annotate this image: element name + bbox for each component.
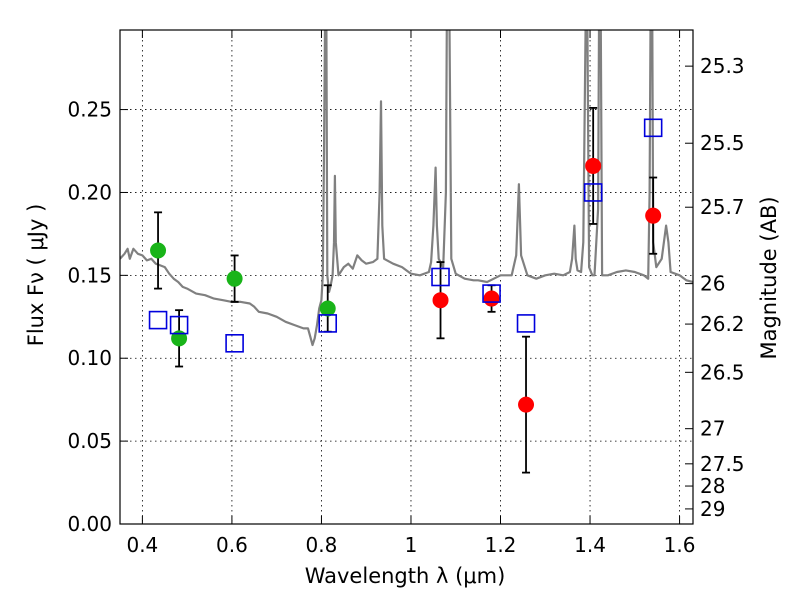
- model-square-marker: [583, 183, 603, 202]
- magnitude-tick-label: 29: [700, 497, 725, 521]
- x-tick-label: 0.4: [126, 533, 158, 557]
- magnitude-tick-label: 25.5: [700, 131, 745, 155]
- y-tick-label: 0.20: [67, 180, 112, 204]
- model-square-marker: [169, 315, 189, 335]
- optical-data-point: [150, 242, 167, 259]
- magnitude-tick-label: 26.5: [700, 360, 745, 384]
- tick-marks: [120, 30, 693, 525]
- error-bars: [154, 107, 658, 474]
- magnitude-tick-label: 25.7: [700, 195, 745, 219]
- model-square-marker: [643, 118, 663, 138]
- model-square-marker: [431, 267, 450, 287]
- optical-data-point: [226, 270, 243, 287]
- x-tick-label: 1.2: [485, 533, 517, 557]
- ir-data-point: [432, 292, 449, 309]
- ir-data-point: [483, 290, 500, 307]
- x-tick-label: 0.8: [306, 533, 338, 557]
- magnitude-tick-label: 28: [700, 474, 725, 498]
- magnitude-tick-label: 25.3: [700, 54, 745, 78]
- model-square-marker: [318, 314, 338, 333]
- optical-data-point: [171, 330, 188, 347]
- x-tick-label: 1.4: [574, 533, 606, 557]
- y-tick-label: 0.00: [67, 512, 112, 536]
- ir-data-point: [645, 207, 662, 224]
- y-tick-label: 0.25: [67, 98, 112, 122]
- model-square-marker: [225, 334, 244, 353]
- y-axis-label: Flux Fν ( μJy ): [24, 204, 48, 347]
- magnitude-tick-label: 26.2: [700, 312, 745, 336]
- ir-data-point: [585, 157, 602, 174]
- ir-data-point: [518, 396, 535, 413]
- y-tick-label: 0.10: [67, 346, 112, 370]
- data-markers: [148, 118, 663, 413]
- tick-labels: 0.4 0.6 0.8 1 1.2 1.4 1.6 0.00 0.05 0.10 0.15 0.20 0…: [67, 54, 744, 557]
- model-square-marker: [516, 314, 536, 333]
- grid: [120, 30, 693, 525]
- model-square-marker: [148, 310, 168, 330]
- magnitude-tick-label: 26: [700, 272, 725, 296]
- spectrum-line: [120, 30, 693, 347]
- x-axis-label: Wavelength λ (μm): [305, 564, 506, 588]
- model-spectrum: [120, 30, 693, 347]
- optical-data-point: [319, 300, 336, 317]
- y-tick-label: 0.15: [67, 263, 112, 287]
- x-tick-label: 1: [405, 533, 418, 557]
- x-tick-label: 0.6: [216, 533, 248, 557]
- magnitude-tick-label: 27: [700, 417, 725, 441]
- magnitude-tick-label: 27.5: [700, 452, 745, 476]
- y-tick-label: 0.05: [67, 429, 112, 453]
- model-square-marker: [482, 284, 501, 303]
- plot-frame: [119, 29, 694, 525]
- x-tick-label: 1.6: [664, 533, 696, 557]
- y2-axis-label: Magnitude (AB): [757, 196, 781, 359]
